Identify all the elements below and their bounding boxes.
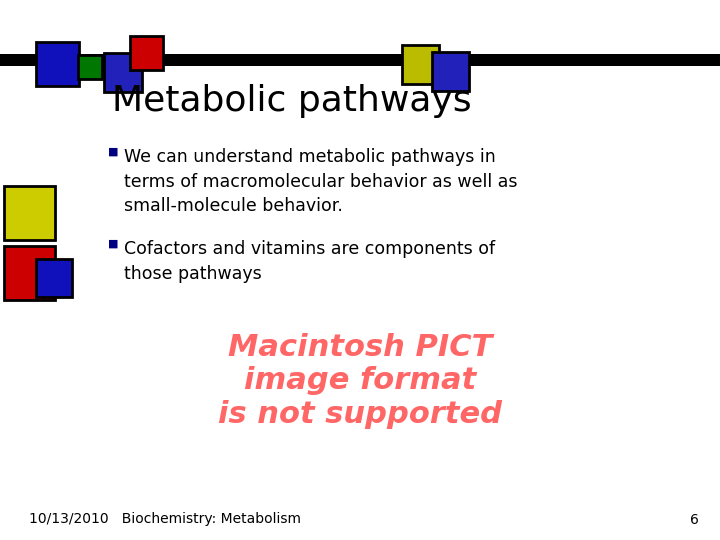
Bar: [402, 45, 439, 84]
Text: ■: ■: [108, 147, 119, 157]
Text: We can understand metabolic pathways in
terms of macromolecular behavior as well: We can understand metabolic pathways in …: [124, 148, 518, 215]
Bar: [104, 53, 142, 92]
Bar: [0, 54, 720, 66]
Text: 6: 6: [690, 512, 698, 526]
Bar: [130, 36, 163, 70]
Text: Macintosh PICT
image format
is not supported: Macintosh PICT image format is not suppo…: [218, 333, 502, 429]
Text: ■: ■: [108, 239, 119, 249]
Bar: [36, 42, 79, 86]
Bar: [78, 55, 102, 79]
Text: 10/13/2010   Biochemistry: Metabolism: 10/13/2010 Biochemistry: Metabolism: [29, 512, 301, 526]
Text: Metabolic pathways: Metabolic pathways: [112, 84, 471, 118]
Bar: [4, 246, 55, 300]
Text: Cofactors and vitamins are components of
those pathways: Cofactors and vitamins are components of…: [124, 240, 495, 282]
Bar: [4, 186, 55, 240]
Bar: [36, 259, 72, 297]
Bar: [432, 52, 469, 91]
